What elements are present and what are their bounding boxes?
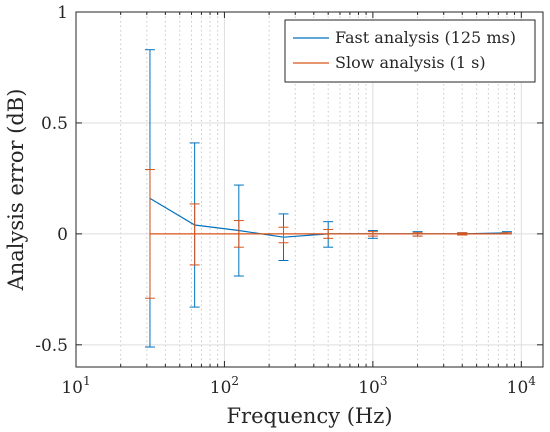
x-tick-label: 104 [507,374,537,398]
legend: Fast analysis (125 ms) Slow analysis (1 s… [284,19,536,83]
plot-frame [75,11,544,368]
y-tick-label: -0.5 [35,336,68,356]
series-layer [144,49,512,348]
legend-label: Slow analysis (1 s) [335,53,486,72]
legend-box [284,19,536,83]
x-tick-label: 103 [358,374,387,398]
error-bar [144,169,155,299]
axis-ticks: 101 102 103 104 -0.5 0 0.5 1 [35,3,543,398]
series-2 [144,169,512,299]
y-tick-label: 1 [57,3,68,23]
x-tick-label: 101 [61,374,90,398]
error-bar [278,226,289,244]
y-tick-label: 0 [57,225,68,245]
y-tick-label: 0.5 [41,114,68,134]
y-axis-title: Analysis error (dB) [4,89,28,292]
x-axis-title: Frequency (Hz) [226,404,392,428]
x-tick-label: 102 [210,374,239,398]
legend-label: Fast analysis (125 ms) [335,28,516,47]
